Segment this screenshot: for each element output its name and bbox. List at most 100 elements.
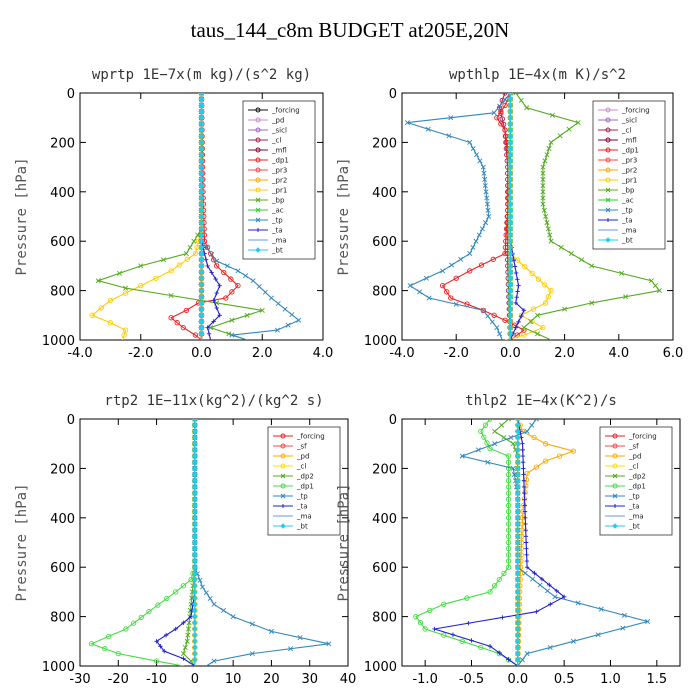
- data-marker: [466, 620, 471, 626]
- y-tick-label: 400: [50, 186, 75, 201]
- data-marker: [548, 238, 554, 244]
- data-marker: [138, 263, 144, 269]
- data-marker: [656, 288, 662, 294]
- data-marker: [514, 419, 521, 422]
- data-marker: [173, 589, 179, 595]
- data-marker: [478, 644, 484, 651]
- legend-label: _pr3: [621, 157, 637, 165]
- legend-marker: [280, 483, 286, 489]
- data-marker: [524, 558, 530, 564]
- data-marker: [297, 635, 303, 641]
- legend-marker: [612, 473, 618, 479]
- data-marker: [229, 317, 235, 323]
- data-marker: [514, 465, 521, 472]
- data-marker: [223, 295, 229, 301]
- data-marker: [513, 93, 519, 96]
- data-marker: [510, 441, 516, 447]
- data-marker: [505, 453, 512, 459]
- data-marker: [514, 428, 521, 435]
- data-marker: [507, 269, 514, 275]
- data-marker: [235, 268, 241, 274]
- data-marker: [249, 651, 255, 657]
- data-marker: [507, 158, 514, 164]
- legend-label: _sicl: [621, 117, 637, 125]
- legend-marker: [256, 228, 260, 232]
- legend-marker: [605, 177, 611, 183]
- legend-marker: [280, 443, 286, 449]
- data-marker: [449, 262, 455, 268]
- legend-label: _pr1: [271, 187, 287, 195]
- data-marker: [494, 325, 500, 331]
- legend-label: _sf: [296, 443, 307, 451]
- series-markers-dp1: [439, 93, 527, 338]
- data-marker: [192, 545, 198, 552]
- y-tick-label: 1000: [364, 660, 397, 675]
- legend-marker: [612, 433, 618, 439]
- data-marker: [207, 595, 213, 602]
- data-marker: [507, 213, 514, 220]
- data-marker: [496, 576, 502, 583]
- data-marker: [183, 307, 189, 314]
- data-marker: [189, 595, 195, 601]
- data-marker: [533, 464, 540, 470]
- y-tick-label: 200: [372, 462, 397, 477]
- data-marker: [285, 322, 291, 328]
- data-marker: [478, 262, 485, 268]
- data-marker: [192, 552, 198, 558]
- data-marker: [579, 257, 585, 263]
- data-marker: [497, 650, 502, 656]
- data-marker: [161, 257, 167, 263]
- data-marker: [181, 620, 186, 625]
- data-marker: [446, 133, 452, 139]
- series-markers-bt: [507, 93, 514, 337]
- data-marker: [138, 614, 144, 621]
- data-marker: [514, 582, 521, 589]
- data-marker: [192, 440, 198, 447]
- legend-label: _mfl: [271, 147, 287, 155]
- data-marker: [515, 289, 520, 294]
- data-marker: [459, 638, 465, 644]
- data-marker: [507, 195, 514, 201]
- data-marker: [162, 648, 167, 654]
- data-marker: [507, 330, 514, 337]
- data-marker: [191, 238, 197, 244]
- data-marker: [514, 619, 521, 626]
- data-marker: [516, 319, 521, 325]
- data-marker: [95, 278, 101, 284]
- data-marker: [235, 283, 241, 289]
- data-marker: [192, 428, 198, 435]
- data-marker: [88, 641, 95, 647]
- data-marker: [540, 189, 546, 195]
- panel-rtp2: rtp2 1E−11x(kg^2)/(kg^2 s) Pressure [hPa]…: [14, 393, 356, 687]
- data-marker: [192, 484, 198, 490]
- data-marker: [547, 644, 553, 650]
- data-marker: [198, 195, 205, 201]
- data-marker: [199, 584, 206, 590]
- data-marker: [469, 638, 474, 643]
- data-marker: [545, 294, 551, 300]
- x-tick-label: -30: [69, 672, 90, 687]
- data-marker: [123, 285, 129, 291]
- legend-label: _ma: [271, 237, 287, 245]
- legend-label: _bt: [628, 523, 640, 531]
- data-marker: [441, 601, 447, 607]
- data-marker: [211, 601, 217, 607]
- data-marker: [192, 570, 198, 577]
- data-marker: [566, 126, 572, 132]
- data-marker: [204, 245, 210, 251]
- data-marker: [182, 644, 188, 650]
- data-marker: [211, 319, 216, 324]
- data-marker: [224, 263, 230, 269]
- legend-label: _pd: [296, 453, 309, 461]
- data-marker: [184, 256, 190, 262]
- data-marker: [562, 306, 568, 312]
- y-tick-label: 600: [372, 235, 397, 250]
- data-marker: [444, 289, 450, 295]
- data-marker: [491, 110, 497, 116]
- y-tick-label: 400: [50, 512, 75, 527]
- data-marker: [507, 164, 514, 170]
- data-marker: [206, 331, 212, 337]
- data-marker: [502, 102, 508, 109]
- series-markers-dp1: [168, 93, 241, 338]
- data-marker: [514, 490, 521, 496]
